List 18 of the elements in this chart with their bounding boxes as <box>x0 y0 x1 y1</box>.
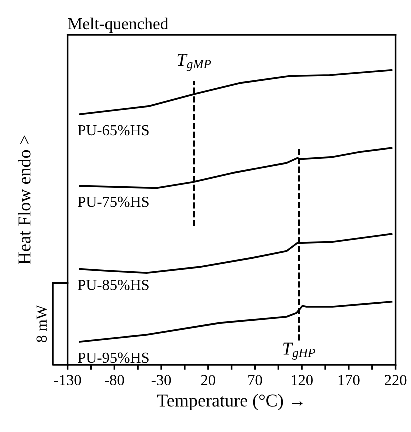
text: 8 mW <box>36 305 48 342</box>
ref-line-label: T$_{gHP}$ <box>283 342 316 360</box>
ref-line-label: T$_{gMP}$ <box>178 54 212 72</box>
series-label: PU-75%HS <box>78 196 149 208</box>
x-tick-label: 120 <box>292 375 313 386</box>
series-label: PU-95%HS <box>78 352 149 364</box>
x-axis-title: Temperature (°C) → <box>157 394 303 411</box>
y-axis-title: Heat Flow endo > <box>18 136 31 265</box>
x-tick-label: 170 <box>338 375 360 386</box>
x-tick-label: 20 <box>201 375 216 386</box>
x-tick-label: 220 <box>385 375 407 386</box>
x-tick-label: -30 <box>152 375 172 386</box>
series-label: PU-65%HS <box>78 125 149 136</box>
x-tick-label: 70 <box>248 375 262 386</box>
x-tick-label: -130 <box>54 375 82 386</box>
chart-title: Melt-quenched <box>68 18 168 33</box>
series-label: PU-85%HS <box>78 280 149 290</box>
x-tick-label: -80 <box>105 375 124 386</box>
